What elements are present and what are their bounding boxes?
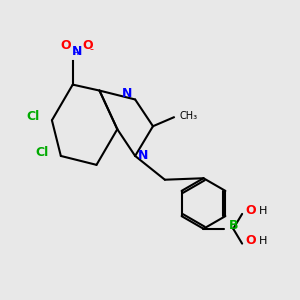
Text: N: N xyxy=(138,149,148,162)
Text: O: O xyxy=(245,204,256,217)
Text: H: H xyxy=(259,236,267,246)
Text: -: - xyxy=(89,44,93,54)
Text: H: H xyxy=(259,206,267,216)
Text: O: O xyxy=(82,39,93,52)
Text: O: O xyxy=(60,39,70,52)
Text: B: B xyxy=(229,219,238,232)
Text: N: N xyxy=(72,45,83,58)
Text: Cl: Cl xyxy=(27,110,40,123)
Text: CH₃: CH₃ xyxy=(180,111,198,121)
Text: +: + xyxy=(73,48,80,57)
Text: O: O xyxy=(245,234,256,247)
Text: Cl: Cl xyxy=(36,146,49,159)
Text: N: N xyxy=(122,86,132,100)
